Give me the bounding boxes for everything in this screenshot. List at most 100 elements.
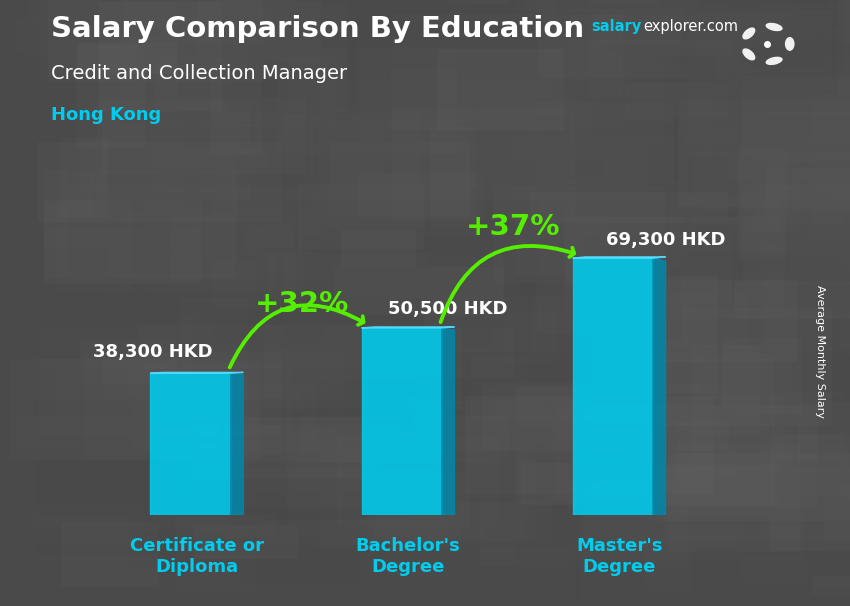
Bar (294, 0, 473, 15)
Text: Certificate or
Diploma: Certificate or Diploma (130, 537, 264, 576)
Bar (48, 0, 264, 82)
Bar (195, 525, 298, 559)
Bar (530, 191, 728, 223)
Bar (283, 114, 537, 201)
Bar (482, 99, 711, 159)
Bar (246, 186, 320, 254)
Bar (581, 215, 682, 336)
Bar (837, 0, 850, 98)
Bar (102, 98, 306, 174)
Bar (395, 453, 558, 570)
Bar (264, 325, 462, 409)
Bar (128, 342, 326, 409)
Bar (37, 142, 281, 222)
Bar (462, 547, 575, 602)
Bar (153, 425, 402, 462)
Bar (361, 518, 461, 593)
Bar (824, 485, 850, 549)
Bar (333, 267, 503, 315)
Bar (687, 81, 850, 144)
Bar (21, 0, 241, 22)
Polygon shape (230, 373, 243, 515)
Bar (80, 340, 178, 383)
Bar (663, 467, 850, 541)
Bar (524, 142, 603, 178)
Bar (589, 10, 832, 98)
Bar (139, 324, 388, 369)
Bar (15, 0, 83, 52)
Bar (242, 514, 414, 584)
Bar (97, 101, 250, 199)
Bar (516, 216, 608, 275)
Bar (199, 193, 428, 279)
Bar (207, 0, 263, 44)
Bar (129, 503, 337, 569)
Bar (692, 151, 800, 233)
Bar (469, 206, 698, 266)
Bar (178, 24, 264, 62)
Bar (147, 261, 275, 343)
Bar (733, 41, 850, 115)
Bar (660, 156, 793, 268)
Bar (419, 364, 596, 407)
Bar (737, 162, 850, 255)
Bar (331, 387, 549, 442)
Bar (846, 404, 850, 501)
Text: Bachelor's
Degree: Bachelor's Degree (355, 537, 461, 576)
Bar (76, 45, 145, 148)
Text: explorer.com: explorer.com (643, 19, 739, 35)
Bar (119, 89, 204, 124)
Bar (723, 338, 802, 414)
Bar (742, 76, 850, 162)
Ellipse shape (766, 56, 783, 65)
Bar (390, 14, 622, 130)
Bar (517, 387, 573, 502)
Bar (663, 276, 717, 394)
Bar (193, 319, 250, 391)
Bar (120, 0, 178, 120)
Bar (482, 382, 729, 450)
Bar (677, 99, 850, 207)
Bar (367, 397, 540, 430)
Bar (445, 318, 492, 347)
Bar (80, 141, 138, 192)
Bar (592, 98, 767, 194)
Bar (217, 113, 421, 193)
Bar (652, 279, 796, 362)
Bar (125, 0, 272, 44)
Bar (429, 0, 540, 105)
Bar (762, 283, 850, 319)
Bar (694, 227, 850, 270)
Text: 50,500 HKD: 50,500 HKD (388, 301, 508, 318)
Text: 38,300 HKD: 38,300 HKD (93, 342, 212, 361)
Bar (154, 121, 235, 193)
Bar (5, 19, 197, 112)
Bar (813, 576, 850, 595)
Bar (36, 399, 287, 516)
Bar (783, 164, 850, 232)
Bar (733, 0, 843, 94)
Bar (211, 78, 261, 155)
Bar (72, 0, 222, 2)
Bar (739, 146, 788, 260)
Bar (319, 0, 517, 30)
Bar (275, 305, 426, 348)
Bar (259, 484, 447, 547)
Polygon shape (573, 257, 666, 258)
Bar (727, 152, 850, 179)
Bar (179, 298, 247, 408)
Bar (244, 226, 292, 248)
Bar (644, 539, 692, 591)
Bar (277, 238, 338, 292)
Ellipse shape (742, 48, 756, 61)
Bar (212, 190, 302, 310)
Bar (155, 58, 337, 127)
Bar (538, 41, 751, 78)
Bar (357, 173, 484, 219)
Bar (60, 138, 108, 217)
Bar (10, 359, 260, 460)
Bar (77, 43, 177, 75)
Bar (35, 228, 221, 248)
Bar (568, 371, 672, 482)
Text: 69,300 HKD: 69,300 HKD (606, 231, 725, 248)
